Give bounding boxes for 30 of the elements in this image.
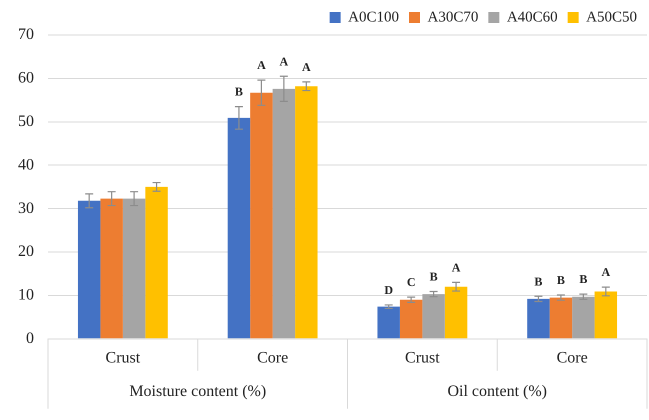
data-label: A bbox=[280, 54, 289, 68]
x-tick-label: Crust bbox=[106, 350, 141, 367]
y-tick-label: 40 bbox=[18, 156, 34, 174]
data-label: B bbox=[534, 274, 542, 288]
data-label: A bbox=[452, 260, 461, 274]
x-tick-label: Core bbox=[257, 350, 288, 367]
text: Oil content (%) bbox=[447, 383, 548, 400]
x-tick-label: Core bbox=[556, 350, 588, 367]
legend-label: A40C60 bbox=[506, 9, 558, 26]
y-tick-label: 30 bbox=[18, 200, 34, 217]
y-tick-label: 50 bbox=[18, 113, 34, 130]
y-tick-label: 0 bbox=[26, 330, 34, 348]
legend-label: A50C50 bbox=[586, 9, 638, 26]
text: Moisture content (%) bbox=[129, 383, 266, 400]
y-tick-label: 70 bbox=[18, 26, 34, 44]
y-tick-label: 60 bbox=[18, 70, 34, 87]
x-tick-label: Crust bbox=[405, 350, 440, 367]
y-tick-label: 10 bbox=[18, 286, 34, 304]
y-tick-label: 20 bbox=[18, 243, 34, 260]
data-label: C bbox=[406, 275, 416, 290]
data-label: D bbox=[384, 283, 394, 298]
data-label: B bbox=[234, 84, 243, 99]
data-label: B bbox=[579, 272, 588, 286]
data-label: B bbox=[556, 273, 565, 288]
legend-label: A30C70 bbox=[427, 9, 478, 26]
data-label: A bbox=[601, 265, 610, 280]
data-label: B bbox=[430, 270, 438, 284]
data-label: A bbox=[302, 60, 311, 74]
data-label: A bbox=[257, 58, 266, 72]
legend-label: A0C100 bbox=[348, 9, 399, 26]
